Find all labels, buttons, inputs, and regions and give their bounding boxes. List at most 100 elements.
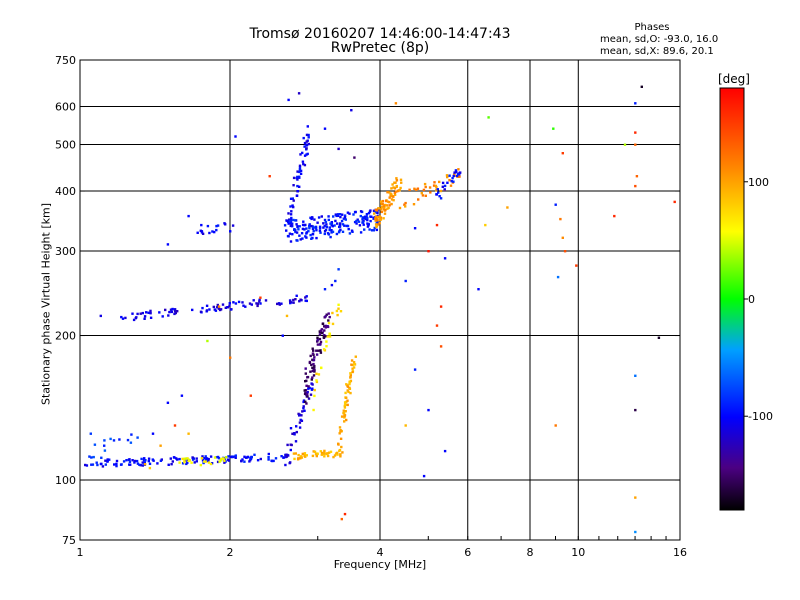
data-point bbox=[207, 461, 211, 464]
colorbar-tick-label: 0 bbox=[748, 293, 755, 306]
data-point bbox=[330, 229, 333, 232]
data-point bbox=[336, 313, 339, 317]
data-point bbox=[106, 458, 109, 461]
data-point bbox=[217, 307, 221, 310]
data-point bbox=[323, 288, 327, 291]
data-point bbox=[457, 168, 460, 171]
data-point bbox=[291, 222, 294, 225]
data-point bbox=[319, 351, 323, 354]
data-point bbox=[211, 230, 214, 233]
data-point bbox=[443, 188, 446, 191]
data-point bbox=[341, 230, 345, 233]
data-point bbox=[304, 380, 307, 383]
data-point bbox=[296, 239, 299, 242]
data-point bbox=[297, 92, 301, 95]
data-point bbox=[310, 378, 313, 381]
data-point bbox=[394, 102, 398, 105]
data-point bbox=[386, 191, 389, 194]
data-point bbox=[372, 209, 376, 212]
data-point bbox=[166, 401, 170, 404]
data-point bbox=[359, 231, 363, 234]
data-point bbox=[354, 355, 357, 358]
data-point bbox=[223, 222, 226, 225]
data-point bbox=[329, 222, 332, 225]
data-point bbox=[370, 229, 374, 232]
data-point bbox=[159, 444, 162, 447]
data-point bbox=[311, 376, 314, 379]
data-point bbox=[328, 451, 331, 454]
data-point bbox=[367, 212, 371, 215]
data-point bbox=[327, 218, 330, 222]
data-point bbox=[308, 223, 311, 226]
data-point bbox=[295, 223, 298, 226]
data-point bbox=[301, 223, 305, 227]
data-point bbox=[200, 231, 204, 234]
data-point bbox=[357, 220, 361, 223]
data-point bbox=[213, 456, 217, 459]
data-point bbox=[311, 347, 314, 350]
data-point bbox=[313, 364, 316, 368]
chart-subtitle: RwPretec (8p) bbox=[330, 40, 430, 56]
data-point bbox=[435, 223, 439, 227]
data-point bbox=[325, 225, 329, 229]
data-point bbox=[234, 302, 238, 305]
data-point bbox=[300, 419, 304, 422]
data-point bbox=[216, 303, 219, 307]
data-point bbox=[206, 457, 209, 460]
data-point bbox=[187, 214, 190, 218]
data-point bbox=[307, 136, 310, 139]
data-point bbox=[259, 457, 262, 461]
data-point bbox=[378, 215, 381, 218]
data-point bbox=[343, 415, 346, 418]
data-point bbox=[315, 353, 319, 356]
data-point bbox=[318, 337, 322, 341]
x-tick-label: 2 bbox=[227, 546, 234, 559]
data-point bbox=[436, 188, 439, 191]
data-point bbox=[333, 454, 337, 457]
data-point bbox=[305, 299, 308, 303]
data-point bbox=[613, 214, 616, 218]
data-point bbox=[305, 236, 308, 239]
data-point bbox=[289, 205, 292, 208]
data-point bbox=[205, 309, 209, 312]
data-point bbox=[438, 180, 441, 184]
data-point bbox=[305, 147, 308, 150]
data-point bbox=[325, 345, 328, 348]
data-point bbox=[289, 443, 292, 446]
data-point bbox=[317, 373, 321, 376]
data-point bbox=[334, 219, 337, 223]
data-point bbox=[448, 174, 451, 177]
data-point bbox=[366, 225, 370, 228]
data-point bbox=[327, 319, 330, 322]
data-point bbox=[327, 215, 330, 218]
data-point bbox=[204, 455, 207, 458]
data-point bbox=[303, 389, 306, 392]
data-point bbox=[171, 307, 174, 311]
data-point bbox=[193, 461, 196, 464]
data-point bbox=[342, 411, 345, 415]
data-point bbox=[344, 410, 347, 413]
data-point bbox=[340, 415, 344, 418]
data-point bbox=[229, 455, 232, 459]
data-point bbox=[298, 164, 302, 167]
data-point bbox=[92, 455, 95, 459]
data-point bbox=[340, 517, 343, 521]
data-point bbox=[298, 300, 301, 303]
data-point bbox=[303, 409, 306, 412]
data-point bbox=[305, 454, 308, 457]
data-point bbox=[315, 380, 319, 384]
data-point bbox=[383, 212, 387, 215]
data-point bbox=[291, 233, 294, 236]
data-point bbox=[408, 188, 411, 191]
data-point bbox=[359, 214, 362, 218]
data-point bbox=[143, 317, 146, 320]
data-point bbox=[349, 372, 352, 375]
data-point bbox=[348, 212, 351, 215]
data-point bbox=[336, 222, 339, 225]
data-point bbox=[130, 433, 133, 436]
data-point bbox=[336, 214, 340, 217]
data-point bbox=[294, 440, 298, 443]
data-point bbox=[435, 324, 439, 327]
data-point bbox=[307, 397, 311, 400]
data-point bbox=[215, 306, 219, 309]
